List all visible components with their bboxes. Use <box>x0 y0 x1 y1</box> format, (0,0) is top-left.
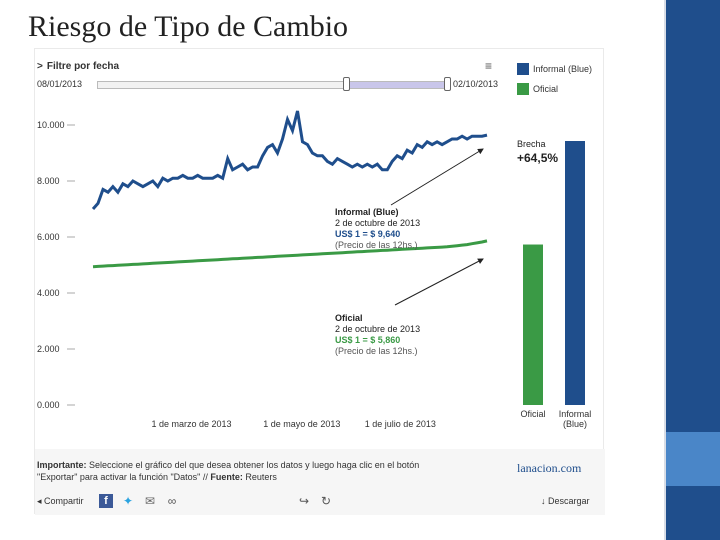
y-tick-label: 10.000 <box>37 120 65 130</box>
series-line-informal[interactable] <box>91 110 488 210</box>
slide-title: Riesgo de Tipo de Cambio <box>28 10 349 43</box>
annotation-informal-date: 2 de octubre de 2013 <box>335 218 420 228</box>
important-note: Importante: Seleccione el gráfico del qu… <box>37 459 437 483</box>
legend-label-oficial: Oficial <box>533 84 559 94</box>
slide-divider <box>664 0 666 540</box>
annotation-informal-title: Informal (Blue) <box>335 207 399 217</box>
bar-oficial[interactable] <box>523 244 543 405</box>
legend-label-informal: Informal (Blue) <box>533 64 593 74</box>
date-range-slider[interactable] <box>97 77 451 91</box>
download-icon: ↓ <box>541 496 549 506</box>
brand-logo[interactable]: lanacion.com <box>517 461 582 475</box>
range-end-date: 02/10/2013 <box>453 79 499 89</box>
bar-category-label: Oficial <box>520 409 545 419</box>
gap-title: Brecha <box>517 139 546 149</box>
download-button[interactable]: ↓ Descargar <box>541 496 590 506</box>
exchange-rate-widget: > Filtre por fecha ≡ 08/01/2013 02/10/201… <box>34 48 605 515</box>
source-label: Fuente: <box>210 472 243 482</box>
menu-icon[interactable]: ≡ <box>485 59 493 73</box>
share-label: Compartir <box>44 496 84 506</box>
series-line-oficial[interactable] <box>92 239 488 269</box>
important-text: Seleccione el gráfico del que desea obte… <box>37 460 420 482</box>
legend-swatch-informal <box>517 63 529 75</box>
annotation-informal-rate: US$ 1 = $ 9,640 <box>335 229 400 239</box>
export-icon[interactable]: ↪ <box>298 494 310 508</box>
annotation-oficial-date: 2 de octubre de 2013 <box>335 324 420 334</box>
legend-item-informal[interactable]: Informal (Blue) <box>515 61 605 81</box>
date-range-selection[interactable] <box>346 82 450 88</box>
legend-swatch-oficial <box>517 83 529 95</box>
y-tick-label: 4.000 <box>37 288 60 298</box>
facebook-icon[interactable]: f <box>99 494 113 508</box>
annotation-oficial-title: Oficial <box>335 313 363 323</box>
date-filter-label: Filtre por fecha <box>46 61 120 72</box>
annotation-arrow-informal <box>390 148 484 206</box>
share-button[interactable]: ◂ Compartir <box>37 496 84 507</box>
share-icon: ◂ <box>37 496 45 506</box>
bar-category-label: Informal <box>559 409 592 419</box>
source-text: Reuters <box>245 472 277 482</box>
x-tick-label: 1 de marzo de 2013 <box>151 419 231 429</box>
y-tick-label: 0.000 <box>37 400 60 410</box>
twitter-icon[interactable]: ✦ <box>122 494 134 508</box>
line-chart[interactable]: 0.000 2.000 4.000 6.000 8.000 10.000 1 de mar… <box>35 109 505 429</box>
legend: Informal (Blue) Oficial <box>515 61 605 101</box>
comparison-bar-chart[interactable]: Oficial Informal(Blue) <box>505 109 605 449</box>
range-start-handle[interactable] <box>343 77 350 91</box>
y-tick-label: 6.000 <box>37 232 60 242</box>
annotation-oficial-note: (Precio de las 12hs.) <box>335 346 418 356</box>
annotation-arrow-oficial <box>394 258 484 306</box>
important-label: Importante: <box>37 460 87 470</box>
annotation-informal-note: (Precio de las 12hs.) <box>335 240 418 250</box>
range-end-handle[interactable] <box>444 77 451 91</box>
bar-category-label: (Blue) <box>563 419 587 429</box>
x-tick-label: 1 de mayo de 2013 <box>263 419 340 429</box>
reload-icon[interactable]: ↻ <box>320 494 332 508</box>
widget-footer: Importante: Seleccione el gráfico del qu… <box>35 449 605 515</box>
y-tick-label: 2.000 <box>37 344 60 354</box>
range-start-date: 08/01/2013 <box>37 79 83 89</box>
legend-item-oficial[interactable]: Oficial <box>515 81 605 101</box>
y-tick-label: 8.000 <box>37 176 60 186</box>
link-icon[interactable]: ∞ <box>167 494 177 508</box>
chevron-right-icon: > <box>37 61 43 72</box>
annotation-oficial-rate: US$ 1 = $ 5,860 <box>335 335 400 345</box>
email-icon[interactable]: ✉ <box>144 494 156 508</box>
x-tick-label: 1 de julio de 2013 <box>365 419 436 429</box>
date-filter-bar: > Filtre por fecha ≡ 08/01/2013 02/10/201… <box>35 49 605 91</box>
date-filter-toggle[interactable]: > Filtre por fecha <box>37 61 119 72</box>
share-toolbar: ◂ Compartir f ✦ ✉ ∞ ↪ ↻ ↓ Descargar <box>35 493 605 511</box>
gap-value: +64,5% <box>517 151 559 165</box>
download-label: Descargar <box>548 496 590 506</box>
bar-informal[interactable] <box>565 141 585 405</box>
slide-side-accent <box>666 432 720 486</box>
